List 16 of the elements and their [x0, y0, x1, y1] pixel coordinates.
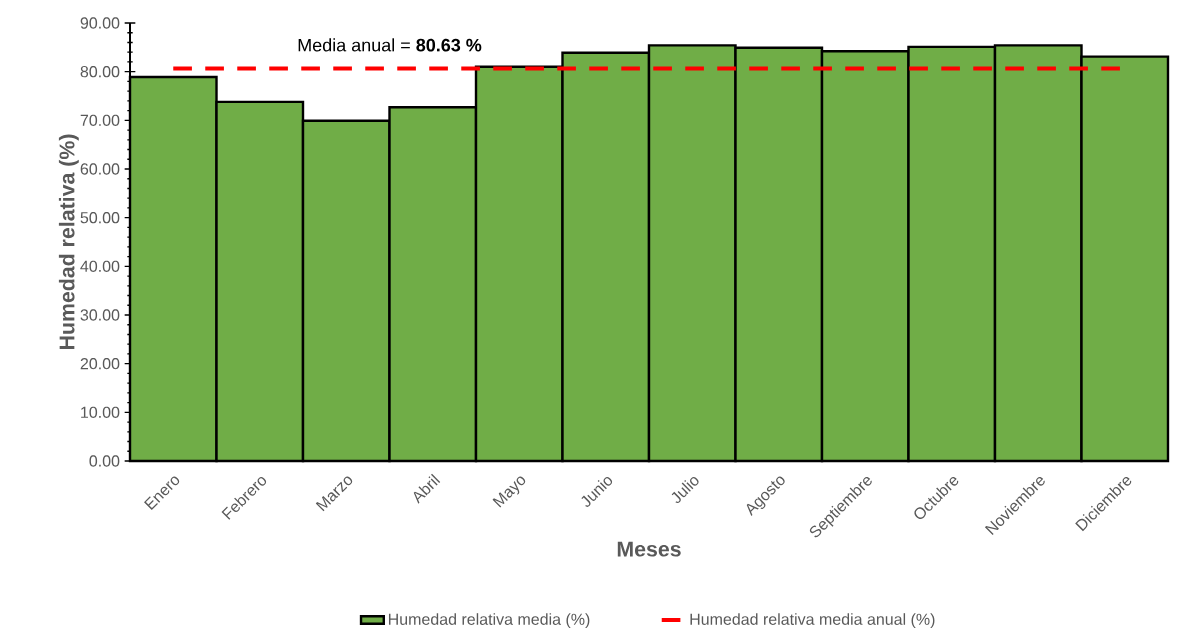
y-tick-label: 30.00: [80, 309, 120, 321]
y-tick-label: 60.00: [80, 163, 120, 175]
legend-label: Humedad relativa media anual (%): [690, 613, 935, 629]
x-tick-label: Julio: [671, 476, 699, 504]
y-axis-title: Humedad relativa (%): [58, 134, 79, 349]
y-tick-label: 10.00: [81, 406, 120, 418]
y-tick-label: 80.00: [80, 65, 120, 78]
x-axis-title: Meses: [617, 541, 681, 557]
y-tick-label: 70.00: [80, 114, 120, 126]
y-tick-label: 20.00: [80, 357, 120, 370]
legend-label: Humedad relativa media (%): [388, 613, 590, 629]
annotation: Media anual = 80.63 %: [298, 38, 482, 52]
y-tick-label: 40.00: [80, 260, 120, 272]
y-tick-label: 50.00: [80, 211, 120, 224]
y-tick-label: 90.00: [80, 17, 120, 29]
y-tick-label: 0.00: [89, 455, 120, 467]
